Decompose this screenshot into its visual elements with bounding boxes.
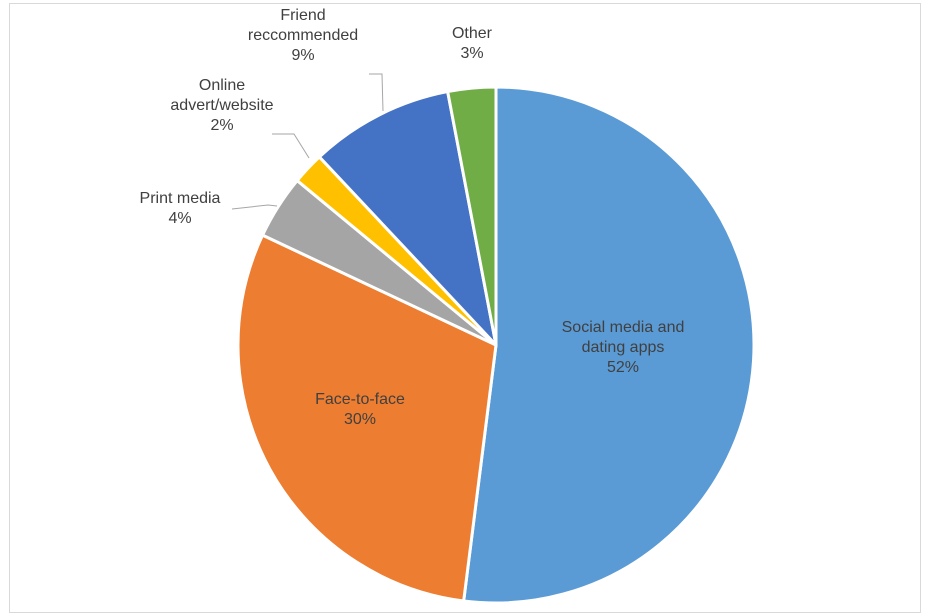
- data-label-category: dating apps: [582, 339, 665, 356]
- data-label-category: Other: [452, 25, 493, 42]
- data-label-percent: 9%: [291, 47, 314, 64]
- data-label-category: advert/website: [170, 97, 273, 114]
- leader-line-online-advert-website: [272, 133, 310, 159]
- leader-line-friend-reccommended: [369, 73, 384, 112]
- data-label-percent: 52%: [607, 359, 639, 376]
- data-label-friend-reccommended: Friend reccommended 9%: [248, 7, 358, 64]
- data-label-online-advert-website: Online advert/website 2%: [170, 77, 273, 134]
- pie-slice-social-media-and-dating-apps: [462, 85, 756, 605]
- data-label-social-media-and-dating-apps: Social media and dating apps 52%: [562, 319, 685, 376]
- data-label-other: Other 3%: [452, 25, 493, 62]
- labels-layer: Social media and dating apps 52% Face-to-fa…: [140, 7, 685, 428]
- data-label-category: Face-to-face: [315, 391, 405, 408]
- data-label-percent: 30%: [344, 411, 376, 428]
- data-label-percent: 2%: [210, 117, 233, 134]
- leader-lines-layer: [231, 73, 384, 210]
- data-label-face-to-face: Face-to-face 30%: [315, 391, 405, 428]
- data-label-category: Online: [199, 77, 245, 94]
- leader-line-print-media: [231, 204, 278, 210]
- slices-layer: [236, 85, 756, 605]
- pie-slice-face-to-face: [236, 233, 498, 603]
- pie-slice-other: [446, 85, 498, 347]
- data-label-print-media: Print media 4%: [140, 190, 221, 227]
- data-label-category: Social media and: [562, 319, 685, 336]
- data-label-percent: 3%: [460, 45, 483, 62]
- data-label-category: Friend: [280, 7, 325, 24]
- data-label-percent: 4%: [168, 210, 191, 227]
- data-label-category: Print media: [140, 190, 221, 207]
- data-label-category: reccommended: [248, 27, 358, 44]
- pie-slice-friend-reccommended: [317, 90, 498, 347]
